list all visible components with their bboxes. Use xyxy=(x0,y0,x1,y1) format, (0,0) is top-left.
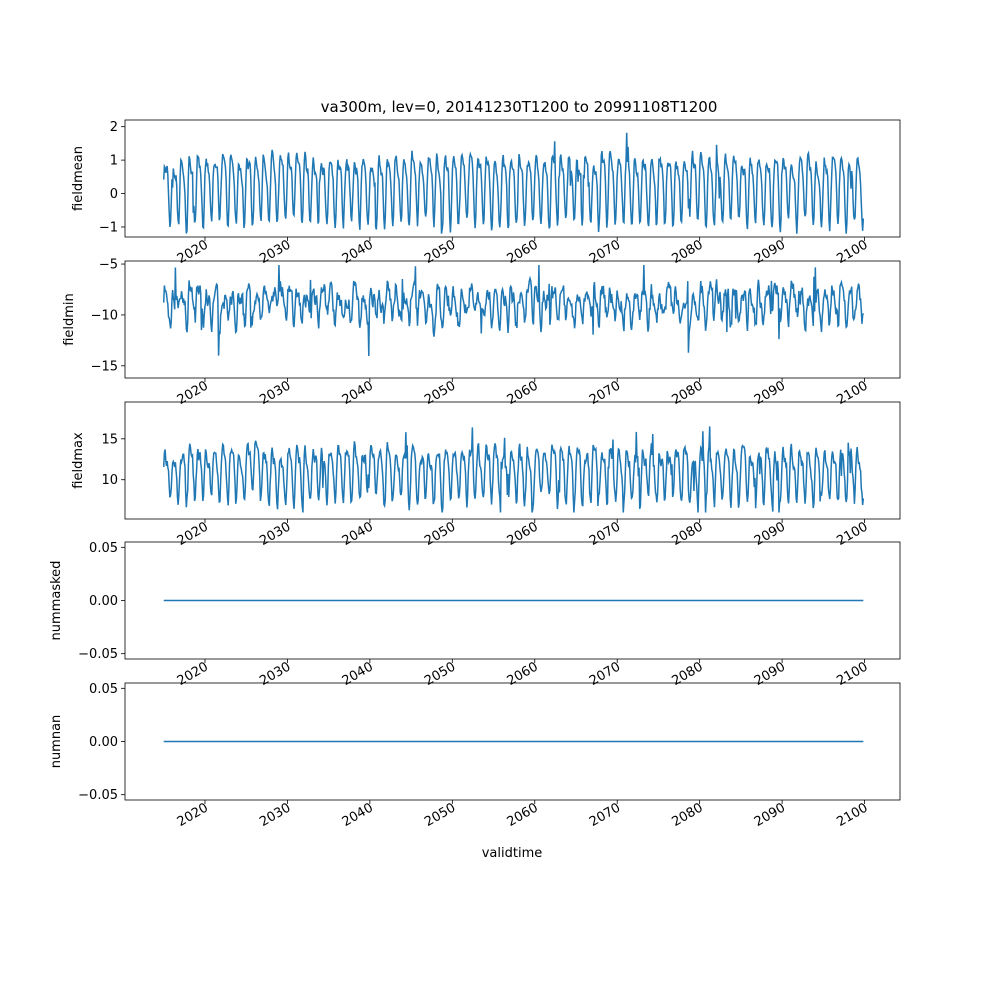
x-tick-label: 2060 xyxy=(505,237,541,267)
x-tick-label: 2080 xyxy=(669,800,705,830)
subplot-fieldmean: −1 0 1 2 2020 2030 2040 2050 2060 2070 2080 2090 210… xyxy=(71,119,901,267)
x-tick-label: 2030 xyxy=(257,659,293,689)
subplot-numnan: −0.05 0.00 0.05 2020 2030 2040 2050 2060 2070 208… xyxy=(49,682,901,830)
y-axis-label: fieldmin xyxy=(62,293,77,346)
axes-frame xyxy=(124,401,901,520)
y-axis-label: numnan xyxy=(49,715,64,769)
x-tick-label: 2080 xyxy=(669,378,705,408)
y-tick-label: 0.05 xyxy=(89,682,118,697)
x-tick-label: 2080 xyxy=(669,659,705,689)
series-line-fieldmax xyxy=(162,426,865,513)
y-tick-label: −10 xyxy=(91,308,118,323)
x-tick-label: 2100 xyxy=(834,800,870,830)
x-tick-label: 2070 xyxy=(587,800,623,830)
x-tick-label: 2090 xyxy=(752,378,788,408)
x-tick-label: 2060 xyxy=(505,378,541,408)
x-axis-label: validtime xyxy=(482,846,543,861)
x-tick-label: 2040 xyxy=(340,519,376,549)
x-tick-label: 2070 xyxy=(587,237,623,267)
y-axis-label: nummasked xyxy=(49,561,64,641)
x-tick-label: 2030 xyxy=(257,237,293,267)
series-line-fieldmin xyxy=(162,265,865,357)
y-tick-label: 0.00 xyxy=(89,594,118,609)
x-tick-label: 2100 xyxy=(834,519,870,549)
x-tick-label: 2100 xyxy=(834,659,870,689)
x-tick-label: 2040 xyxy=(340,659,376,689)
axes-frame xyxy=(124,260,901,379)
y-tick-label: 2 xyxy=(110,120,118,135)
y-tick-label: −15 xyxy=(91,359,118,374)
x-tick-label: 2060 xyxy=(505,519,541,549)
x-tick-label: 2050 xyxy=(422,237,458,267)
x-tick-label: 2050 xyxy=(422,378,458,408)
x-tick-label: 2090 xyxy=(752,519,788,549)
series-line-fieldmean xyxy=(162,132,865,234)
y-tick-label: 0.00 xyxy=(89,735,118,750)
subplot-fieldmin: −15 −10 −5 2020 2030 2040 2050 2060 2070 2080 2090… xyxy=(62,258,901,408)
subplot-nummasked: −0.05 0.00 0.05 2020 2030 2040 2050 2060 2070 208… xyxy=(49,541,901,689)
x-tick-label: 2020 xyxy=(175,659,211,689)
x-tick-label: 2040 xyxy=(340,800,376,830)
subplot-fieldmax: 10 15 2020 2030 2040 2050 2060 2070 2080 2090 2100… xyxy=(71,401,901,549)
y-tick-label: 10 xyxy=(101,473,118,488)
x-tick-label: 2100 xyxy=(834,237,870,267)
y-tick-label: −5 xyxy=(99,258,118,273)
y-tick-label: −1 xyxy=(99,220,118,235)
x-tick-label: 2090 xyxy=(752,800,788,830)
x-tick-label: 2020 xyxy=(175,237,211,267)
x-tick-label: 2030 xyxy=(257,800,293,830)
x-tick-label: 2040 xyxy=(340,378,376,408)
y-tick-label: −0.05 xyxy=(78,788,118,803)
x-tick-label: 2060 xyxy=(505,800,541,830)
x-tick-label: 2080 xyxy=(669,519,705,549)
y-tick-label: 0 xyxy=(110,187,118,202)
x-tick-label: 2090 xyxy=(752,237,788,267)
y-tick-label: −0.05 xyxy=(78,647,118,662)
y-tick-label: 0.05 xyxy=(89,541,118,556)
x-tick-label: 2020 xyxy=(175,519,211,549)
y-tick-label: 1 xyxy=(110,154,118,169)
x-tick-label: 2050 xyxy=(422,659,458,689)
x-tick-label: 2050 xyxy=(422,800,458,830)
x-tick-label: 2020 xyxy=(175,800,211,830)
x-tick-label: 2040 xyxy=(340,237,376,267)
y-tick-label: 15 xyxy=(101,432,118,447)
x-tick-label: 2090 xyxy=(752,659,788,689)
y-axis-label: fieldmean xyxy=(71,146,86,211)
x-tick-label: 2050 xyxy=(422,519,458,549)
x-tick-label: 2030 xyxy=(257,519,293,549)
x-tick-label: 2070 xyxy=(587,519,623,549)
figure-title: va300m, lev=0, 20141230T1200 to 20991108… xyxy=(321,98,718,116)
x-tick-label: 2060 xyxy=(505,659,541,689)
x-tick-label: 2030 xyxy=(257,378,293,408)
x-tick-label: 2080 xyxy=(669,237,705,267)
y-axis-label: fieldmax xyxy=(71,432,86,489)
x-tick-label: 2070 xyxy=(587,378,623,408)
x-tick-label: 2020 xyxy=(175,378,211,408)
x-tick-label: 2070 xyxy=(587,659,623,689)
axes-frame xyxy=(124,119,901,238)
x-tick-label: 2100 xyxy=(834,378,870,408)
